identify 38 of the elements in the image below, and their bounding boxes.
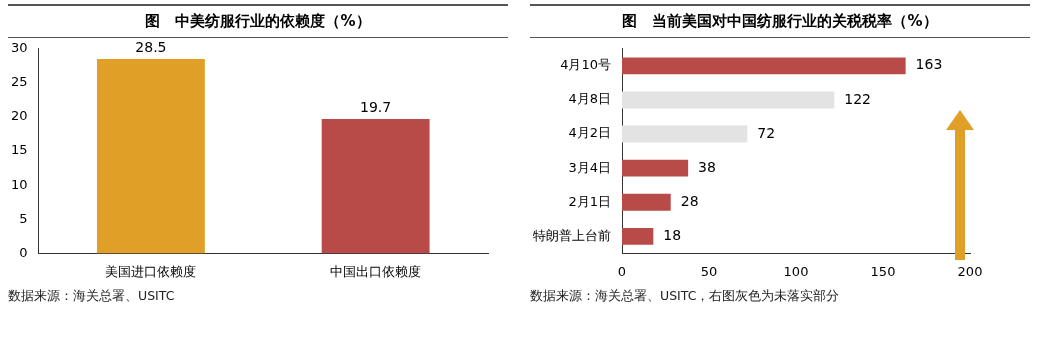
y-tick-label: 20 bbox=[11, 108, 28, 124]
x-tick-label: 100 bbox=[783, 263, 809, 279]
data-label: 19.7 bbox=[360, 98, 392, 115]
bar bbox=[622, 159, 689, 177]
y-tick-label: 4月8日 bbox=[568, 91, 611, 107]
source-note: 数据来源：海关总署、USITC，右图灰色为未落实部分 bbox=[530, 287, 841, 305]
x-tick-label: 美国进口依赖度 bbox=[105, 263, 197, 279]
bar bbox=[622, 91, 835, 109]
data-label: 18 bbox=[663, 226, 682, 243]
y-tick-label: 4月10号 bbox=[560, 57, 611, 73]
y-tick-label: 0 bbox=[19, 244, 28, 260]
bar bbox=[622, 227, 654, 245]
bar bbox=[622, 125, 748, 143]
y-tick-label: 25 bbox=[11, 74, 28, 90]
data-label: 163 bbox=[915, 56, 943, 73]
y-tick-label: 10 bbox=[11, 176, 28, 192]
data-label: 122 bbox=[844, 90, 872, 107]
x-tick-label: 200 bbox=[957, 263, 983, 279]
chart-title: 图 当前美国对中国纺服行业的关税税率（%） bbox=[530, 4, 1030, 38]
data-label: 38 bbox=[698, 158, 716, 175]
y-tick-label: 30 bbox=[11, 40, 28, 56]
x-tick-label: 50 bbox=[700, 263, 718, 279]
y-tick-label: 特朗普上台前 bbox=[533, 227, 611, 243]
x-tick-label: 0 bbox=[617, 263, 627, 279]
x-tick-label: 150 bbox=[870, 263, 896, 279]
bar bbox=[622, 193, 671, 211]
source-note: 数据来源：海关总署、USITC bbox=[8, 287, 176, 305]
chart-title: 图 中美纺服行业的依赖度（%） bbox=[8, 4, 508, 38]
data-label: 28 bbox=[680, 192, 699, 209]
y-tick-label: 4月2日 bbox=[568, 125, 611, 141]
y-tick-label: 3月4日 bbox=[568, 159, 611, 175]
data-label: 28.5 bbox=[135, 38, 167, 55]
bar bbox=[622, 57, 906, 75]
y-tick-label: 5 bbox=[19, 210, 28, 226]
x-tick-label: 中国出口依赖度 bbox=[330, 263, 422, 279]
y-tick-label: 15 bbox=[11, 142, 28, 158]
data-label: 72 bbox=[757, 124, 776, 141]
y-tick-label: 2月1日 bbox=[568, 193, 611, 209]
